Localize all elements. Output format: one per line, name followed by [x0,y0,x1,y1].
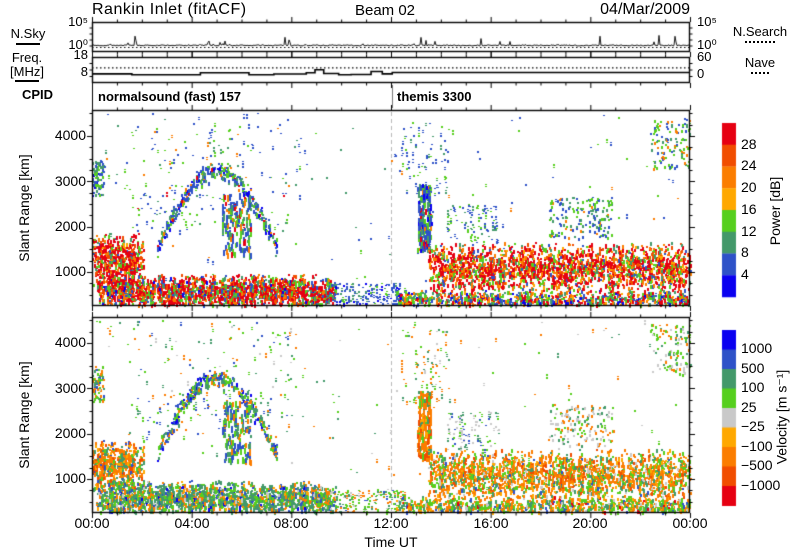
time-tick-0000a: 00:00 [74,515,110,531]
power-cbar-tick-28: 28 [741,136,757,152]
time-tick-0800: 08:00 [273,515,309,531]
noise-ytick-left-top: 10⁵ [68,14,88,29]
time-tick-1600: 16:00 [473,515,509,531]
vel-cbar-tick-100: 100 [741,379,765,395]
time-tick-1200: 12:00 [373,515,409,531]
solid-line-key-icon [16,42,40,45]
nave-label: Nave [732,56,788,74]
velocity-range-tick-4000: 4000 [54,334,86,350]
power-cbar-tick-24: 24 [741,157,757,173]
cpid-label: CPID [22,87,54,102]
vel-cbar-tick-1000: 1000 [741,340,773,356]
velocity-yaxis-title: Slant Range [km] [16,361,32,469]
velocity-range-tick-1000: 1000 [54,470,86,486]
nsearch-label: N.Search [726,25,794,43]
power-cbar-tick-8: 8 [741,244,749,260]
noise-ytick-right-top: 10⁵ [697,14,717,29]
date-label: 04/Mar/2009 [600,1,690,18]
time-axis-title: Time UT [364,534,418,550]
freq-ytick-left-bottom: 8 [80,64,88,79]
power-range-tick-4000: 4000 [54,127,86,143]
cpid-segment-themis: themis 3300 [397,89,472,104]
power-yaxis-title: Slant Range [km] [16,154,32,262]
velocity-range-tick-2000: 2000 [54,425,86,441]
freq-ytick-right-bottom: 0 [697,66,705,81]
vel-cbar-title: Velocity [m s⁻¹] [773,369,790,465]
power-cbar-tick-4: 4 [741,266,749,282]
power-range-tick-2000: 2000 [54,218,86,234]
power-cbar-tick-20: 20 [741,179,757,195]
power-cbar-tick-16: 16 [741,201,757,217]
beam-label: Beam 02 [354,2,416,19]
noise-ytick-left-bottom: 10⁰ [68,37,88,52]
solid-line-key-icon [15,80,39,83]
vel-cbar-tick-m1000: −1000 [741,477,781,493]
page-title: Rankin Inlet (fitACF) [92,1,247,18]
time-tick-2000: 20:00 [572,515,608,531]
power-range-tick-3000: 3000 [54,173,86,189]
dotted-line-key-icon [751,71,769,74]
freq-axis-label: Freq. [MHz] [0,51,54,83]
vel-cbar-tick-m500: −500 [741,457,773,473]
power-cbar-title: Power [dB] [767,176,783,246]
cpid-segment-normalsound: normalsound (fast) 157 [98,89,242,104]
time-tick-0000b: 00:00 [672,515,708,531]
vel-cbar-tick-m25: −25 [741,418,765,434]
vel-cbar-tick-500: 500 [741,360,765,376]
noise-ytick-right-bottom: 10⁰ [697,37,717,52]
time-tick-0400: 04:00 [174,515,210,531]
vel-cbar-tick-25: 25 [741,399,757,415]
vel-cbar-tick-m100: −100 [741,438,773,454]
power-cbar-tick-12: 12 [741,223,757,239]
freq-ytick-right-top: 60 [697,49,712,64]
freq-ytick-left-top: 18 [73,47,88,62]
dotted-line-key-icon [745,40,775,43]
power-range-tick-1000: 1000 [54,263,86,279]
velocity-range-tick-3000: 3000 [54,380,86,396]
nsky-label: N.Sky [4,27,52,45]
